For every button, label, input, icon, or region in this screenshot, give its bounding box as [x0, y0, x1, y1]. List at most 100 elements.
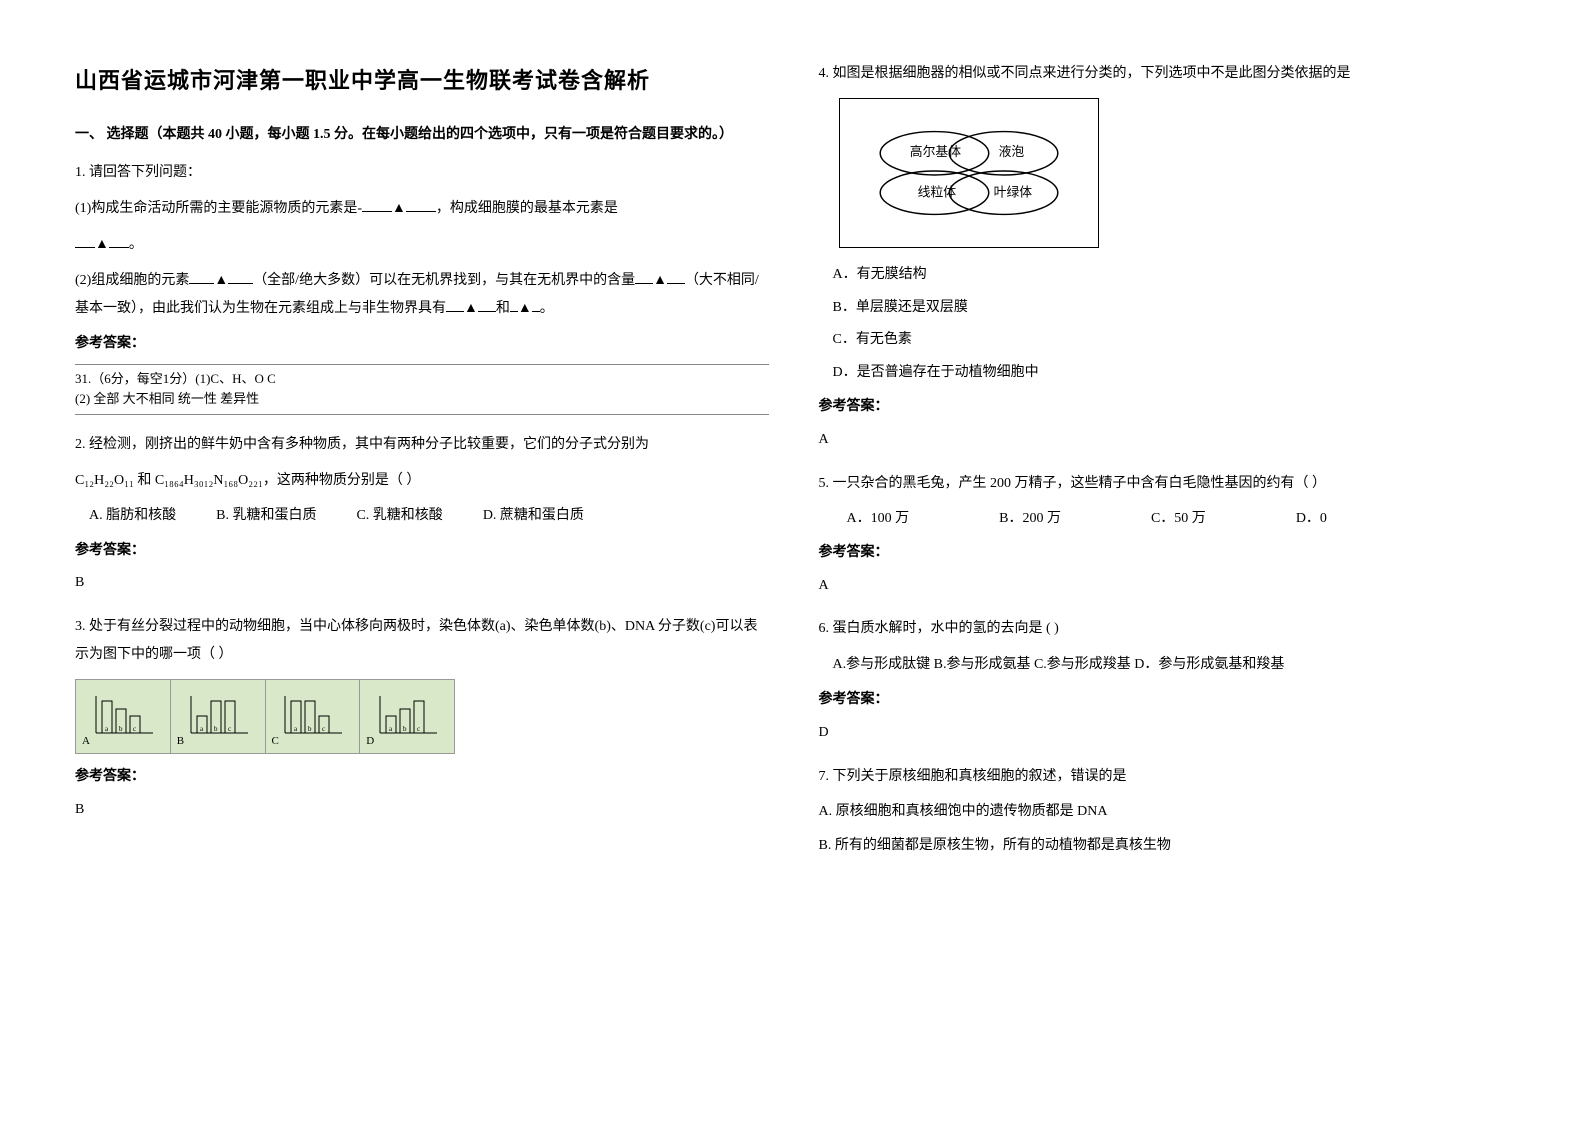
q2-stem2: C₁₂H₂₂O₁₁ 和 C₁₈₆₄H₃₀₁₂N₁₆₈O₂₂₁，这两种物质分别是（… [75, 467, 769, 495]
page-title: 山西省运城市河津第一职业中学高一生物联考试卷含解析 [75, 60, 769, 102]
q3-label-c: C [272, 731, 279, 752]
q1-ans-line1: 31.（6分，每空1分）(1)C、H、O C [75, 369, 769, 390]
q6-options: A.参与形成肽键 B.参与形成氨基 C.参与形成羧基 D．参与形成氨基和羧基 [819, 651, 1513, 679]
q5-options: A．100 万 B．200 万 C．50 万 D．0 [819, 506, 1513, 533]
svg-text:a: a [294, 725, 298, 733]
svg-text:b: b [403, 725, 407, 733]
venn-tl: 高尔基体 [909, 144, 960, 159]
q2-optB: B. 乳糖和蛋白质 [216, 503, 316, 530]
q3-answer: B [75, 797, 769, 824]
question-3: 3. 处于有丝分裂过程中的动物细胞，当中心体移向两极时，染色体数(a)、染色单体… [75, 613, 769, 823]
question-6: 6. 蛋白质水解时，水中的氢的去向是 ( ) A.参与形成肽键 B.参与形成氨基… [819, 615, 1513, 746]
answer-label: 参考答案： [75, 764, 769, 791]
q1-part1-end: ▲。 [75, 231, 769, 259]
q1-p2a: (2)组成细胞的元素 [75, 273, 189, 288]
triangle-icon: ▲ [95, 231, 109, 259]
svg-text:a: a [200, 725, 204, 733]
q2-answer: B [75, 570, 769, 597]
question-7: 7. 下列关于原核细胞和真核细胞的叙述，错误的是 A. 原核细胞和真核细饱中的遗… [819, 763, 1513, 860]
q7-optB: B. 所有的细菌都是原核生物，所有的动植物都是真核生物 [819, 833, 1513, 860]
q1-p1a: (1)构成生命活动所需的主要能源物质的元素是- [75, 201, 362, 216]
q4-venn-diagram: 高尔基体 液泡 线粒体 叶绿体 [839, 98, 1099, 248]
svg-text:b: b [214, 725, 218, 733]
q1-answer-box: 31.（6分，每空1分）(1)C、H、O C (2) 全部 大不相同 统一性 差… [75, 364, 769, 416]
q4-optD: D．是否普遍存在于动植物细胞中 [833, 360, 1513, 387]
q1-part2: (2)组成细胞的元素 ▲ （全部/绝大多数）可以在无机界找到，与其在无机界中的含量 ▲… [75, 267, 769, 323]
q7-stem: 7. 下列关于原核细胞和真核细胞的叙述，错误的是 [819, 763, 1513, 791]
q5-optC: C．50 万 [1151, 506, 1206, 533]
svg-text:b: b [119, 725, 123, 733]
blank [446, 295, 464, 312]
triangle-icon: ▲ [518, 295, 532, 323]
triangle-icon: ▲ [464, 295, 478, 323]
triangle-icon: ▲ [392, 195, 406, 223]
q3-chart-a: a b c A [76, 680, 171, 753]
q3-chart-d: a b c D [360, 680, 454, 753]
q1-p2e: 。 [540, 301, 554, 316]
venn-bl: 线粒体 [917, 186, 956, 200]
q3-chart: a b c A a b c B [75, 679, 455, 754]
q1-ans-line2: (2) 全部 大不相同 统一性 差异性 [75, 389, 769, 410]
q4-answer: A [819, 427, 1513, 454]
triangle-icon: ▲ [653, 267, 667, 295]
q4-options: A．有无膜结构 B．单层膜还是双层膜 C．有无色素 D．是否普遍存在于动植物细胞… [819, 262, 1513, 386]
blank [478, 295, 496, 312]
q3-label-a: A [82, 731, 90, 752]
q2-optD: D. 蔗糖和蛋白质 [483, 503, 584, 530]
q7-optA: A. 原核细胞和真核细饱中的遗传物质都是 DNA [819, 799, 1513, 826]
blank [362, 195, 392, 212]
q4-optB: B．单层膜还是双层膜 [833, 295, 1513, 322]
blank [635, 267, 653, 284]
q5-optD: D．0 [1296, 506, 1327, 533]
q3-stem: 3. 处于有丝分裂过程中的动物细胞，当中心体移向两极时，染色体数(a)、染色单体… [75, 613, 769, 669]
q5-optA: A．100 万 [847, 506, 910, 533]
q3-label-d: D [366, 731, 374, 752]
q1-p2d: 和 [496, 301, 510, 316]
blank [109, 231, 129, 248]
svg-text:a: a [389, 725, 393, 733]
answer-label: 参考答案： [819, 394, 1513, 421]
question-2: 2. 经检测，刚挤出的鲜牛奶中含有多种物质，其中有两种分子比较重要，它们的分子式… [75, 431, 769, 597]
q2-stem: 2. 经检测，刚挤出的鲜牛奶中含有多种物质，其中有两种分子比较重要，它们的分子式… [75, 431, 769, 459]
question-4: 4. 如图是根据细胞器的相似或不同点来进行分类的，下列选项中不是此图分类依据的是… [819, 60, 1513, 454]
left-column: 山西省运城市河津第一职业中学高一生物联考试卷含解析 一、 选择题（本题共 40 … [50, 60, 794, 1092]
venn-tr: 液泡 [998, 145, 1024, 159]
blank [667, 267, 685, 284]
svg-text:c: c [133, 725, 136, 733]
q2-optC: C. 乳糖和核酸 [356, 503, 442, 530]
svg-text:c: c [228, 725, 231, 733]
q4-optC: C．有无色素 [833, 327, 1513, 354]
triangle-icon: ▲ [214, 267, 228, 295]
q2-options: A. 脂肪和核酸 B. 乳糖和蛋白质 C. 乳糖和核酸 D. 蔗糖和蛋白质 [75, 503, 769, 530]
q1-p1c: 。 [129, 237, 143, 252]
answer-label: 参考答案： [75, 538, 769, 565]
q6-stem: 6. 蛋白质水解时，水中的氢的去向是 ( ) [819, 615, 1513, 643]
q1-part1: (1)构成生命活动所需的主要能源物质的元素是- ▲ ，构成细胞膜的最基本元素是 [75, 195, 769, 223]
svg-text:b: b [308, 725, 312, 733]
q3-chart-c: a b c C [266, 680, 361, 753]
q5-answer: A [819, 573, 1513, 600]
q6-answer: D [819, 720, 1513, 747]
question-1: 1. 请回答下列问题： (1)构成生命活动所需的主要能源物质的元素是-▲，构成细… [75, 159, 769, 415]
blank [228, 267, 253, 284]
blank [75, 231, 95, 248]
svg-text:c: c [322, 725, 325, 733]
section-header: 一、 选择题（本题共 40 小题，每小题 1.5 分。在每小题给出的四个选项中，… [75, 122, 769, 147]
q1-p2b: （全部/绝大多数）可以在无机界找到，与其在无机界中的含量 [253, 273, 635, 288]
blank [510, 295, 518, 312]
q4-optA: A．有无膜结构 [833, 262, 1513, 289]
q3-label-b: B [177, 731, 184, 752]
q2-optA: A. 脂肪和核酸 [89, 503, 176, 530]
answer-label: 参考答案： [819, 687, 1513, 714]
answer-label: 参考答案： [819, 540, 1513, 567]
q4-stem: 4. 如图是根据细胞器的相似或不同点来进行分类的，下列选项中不是此图分类依据的是 [819, 60, 1513, 88]
answer-label: 参考答案： [75, 331, 769, 358]
blank [406, 195, 436, 212]
q3-chart-b: a b c B [171, 680, 266, 753]
q5-stem: 5. 一只杂合的黑毛兔，产生 200 万精子，这些精子中含有白毛隐性基因的约有（… [819, 470, 1513, 498]
right-column: 4. 如图是根据细胞器的相似或不同点来进行分类的，下列选项中不是此图分类依据的是… [794, 60, 1538, 1092]
q1-p1b: ，构成细胞膜的最基本元素是 [436, 201, 618, 216]
question-5: 5. 一只杂合的黑毛兔，产生 200 万精子，这些精子中含有白毛隐性基因的约有（… [819, 470, 1513, 600]
q5-optB: B．200 万 [999, 506, 1061, 533]
svg-text:c: c [417, 725, 420, 733]
